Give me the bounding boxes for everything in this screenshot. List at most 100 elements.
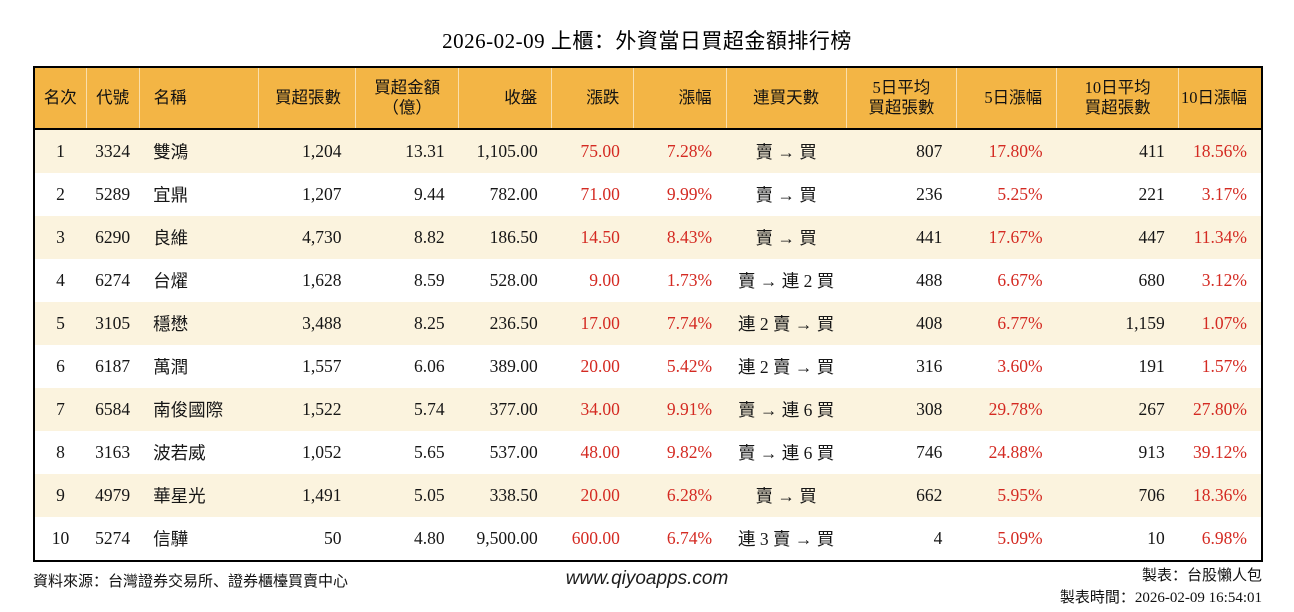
cell-change-pct: 1.73% (633, 259, 727, 302)
cell-close: 186.50 (458, 216, 552, 259)
cell-buy-amount: 5.05 (355, 474, 459, 517)
cell-change-pct: 6.74% (633, 517, 727, 561)
table-row: 5 3105 穩懋 3,488 8.25 236.50 17.00 7.74% 連 2 賣 → … (34, 302, 1262, 345)
cell-buy-volume: 50 (258, 517, 356, 561)
cell-5d-pct: 17.80% (956, 129, 1057, 173)
cell-avg10-volume: 267 (1056, 388, 1179, 431)
cell-close: 389.00 (458, 345, 552, 388)
cell-buy-amount: 4.80 (355, 517, 459, 561)
cell-buy-volume: 1,522 (258, 388, 356, 431)
cell-5d-pct: 5.09% (956, 517, 1057, 561)
col-header-change-pct: 漲幅 (633, 67, 727, 130)
header-label: 買超張數 (1084, 98, 1151, 117)
cell-avg10-volume: 191 (1056, 345, 1179, 388)
cell-10d-pct: 3.12% (1178, 259, 1262, 302)
cell-avg10-volume: 447 (1056, 216, 1179, 259)
col-header-streak: 連買天數 (725, 67, 847, 130)
cell-buy-volume: 1,204 (258, 129, 356, 173)
report-credit: 製表：台股懶人包 製表時間：2026-02-09 16:54:01 (1060, 565, 1262, 609)
col-header-change: 漲跌 (551, 67, 634, 130)
header-label: 名次 (43, 88, 77, 108)
cell-avg5-volume: 4 (846, 517, 957, 561)
cell-close: 236.50 (458, 302, 552, 345)
cell-streak: 賣 → 連 6 買 (726, 431, 847, 474)
cell-10d-pct: 11.34% (1178, 216, 1262, 259)
data-source-note: 資料來源：台灣證券交易所、證券櫃檯買賣中心 (33, 574, 349, 590)
cell-change: 9.00 (551, 259, 634, 302)
table-row: 1 3324 雙鴻 1,204 13.31 1,105.00 75.00 7.28% 賣 → 買… (34, 129, 1262, 173)
header-label: 代號 (96, 88, 130, 108)
cell-avg10-volume: 411 (1056, 129, 1179, 173)
cell-code: 5289 (86, 173, 140, 216)
cell-change: 48.00 (551, 431, 634, 474)
cell-buy-volume: 4,730 (258, 216, 356, 259)
cell-change-pct: 7.74% (633, 302, 727, 345)
cell-avg10-volume: 221 (1056, 173, 1179, 216)
table-row: 2 5289 宜鼎 1,207 9.44 782.00 71.00 9.99% 賣 → 買 236… (34, 173, 1262, 216)
cell-name: 萬潤 (139, 345, 259, 388)
cell-change: 75.00 (551, 129, 634, 173)
header-label: （億） (382, 98, 432, 117)
cell-5d-pct: 6.77% (956, 302, 1057, 345)
cell-5d-pct: 3.60% (956, 345, 1057, 388)
cell-streak: 連 2 賣 → 買 (726, 302, 847, 345)
cell-buy-volume: 3,488 (258, 302, 356, 345)
cell-change-pct: 9.99% (633, 173, 727, 216)
cell-buy-amount: 6.06 (355, 345, 459, 388)
cell-avg10-volume: 10 (1056, 517, 1179, 561)
table-row: 4 6274 台燿 1,628 8.59 528.00 9.00 1.73% 賣 → 連 2 買… (34, 259, 1262, 302)
cell-avg5-volume: 662 (846, 474, 957, 517)
cell-avg5-volume: 308 (846, 388, 957, 431)
cell-close: 338.50 (458, 474, 552, 517)
header-label: 買超金額 (374, 78, 441, 98)
cell-name: 波若威 (139, 431, 259, 474)
cell-buy-amount: 5.74 (355, 388, 459, 431)
cell-name: 華星光 (139, 474, 259, 517)
cell-change: 600.00 (551, 517, 634, 561)
cell-rank: 3 (34, 216, 87, 259)
cell-rank: 1 (34, 129, 87, 173)
cell-rank: 10 (34, 517, 87, 561)
table-header: 名次 代號 名稱 買超張數 買超金額 （億） 收盤 漲跌 漲幅 連買天數 5日平均 買超張數 5日漲幅 1… (34, 67, 1262, 130)
col-header-avg5-volume: 5日平均 買超張數 (845, 67, 957, 130)
table-row: 6 6187 萬潤 1,557 6.06 389.00 20.00 5.42% 連 2 賣 → … (34, 345, 1262, 388)
cell-close: 1,105.00 (458, 129, 552, 173)
cell-streak: 賣 → 連 6 買 (726, 388, 847, 431)
cell-name: 良維 (139, 216, 259, 259)
header-label: 10日漲幅 (1181, 88, 1247, 108)
cell-change-pct: 8.43% (633, 216, 727, 259)
cell-change: 20.00 (551, 474, 634, 517)
cell-5d-pct: 5.95% (956, 474, 1057, 517)
cell-buy-amount: 8.59 (355, 259, 459, 302)
cell-rank: 2 (34, 173, 87, 216)
cell-name: 南俊國際 (139, 388, 259, 431)
cell-10d-pct: 27.80% (1178, 388, 1262, 431)
cell-buy-volume: 1,557 (258, 345, 356, 388)
cell-rank: 9 (34, 474, 87, 517)
header-label: 10日平均 (1084, 78, 1151, 98)
cell-change-pct: 6.28% (633, 474, 727, 517)
cell-name: 宜鼎 (139, 173, 259, 216)
cell-code: 6187 (86, 345, 140, 388)
cell-code: 3105 (86, 302, 140, 345)
cell-10d-pct: 1.57% (1178, 345, 1262, 388)
header-label: 5日漲幅 (984, 88, 1043, 108)
cell-avg5-volume: 488 (846, 259, 957, 302)
cell-buy-amount: 9.44 (355, 173, 459, 216)
cell-close: 377.00 (458, 388, 552, 431)
cell-change-pct: 9.82% (633, 431, 727, 474)
cell-buy-volume: 1,491 (258, 474, 356, 517)
cell-10d-pct: 18.56% (1178, 129, 1262, 173)
cell-change-pct: 9.91% (633, 388, 727, 431)
cell-name: 穩懋 (139, 302, 259, 345)
cell-10d-pct: 39.12% (1178, 431, 1262, 474)
header-label: 買超張數 (868, 98, 935, 117)
website-url: www.qiyoapps.com (565, 568, 729, 589)
cell-code: 6290 (86, 216, 140, 259)
cell-avg10-volume: 913 (1056, 431, 1179, 474)
maker-label: 製表：台股懶人包 (1141, 568, 1262, 584)
cell-change: 14.50 (551, 216, 634, 259)
cell-rank: 7 (34, 388, 87, 431)
cell-streak: 賣 → 買 (726, 173, 847, 216)
cell-10d-pct: 18.36% (1178, 474, 1262, 517)
